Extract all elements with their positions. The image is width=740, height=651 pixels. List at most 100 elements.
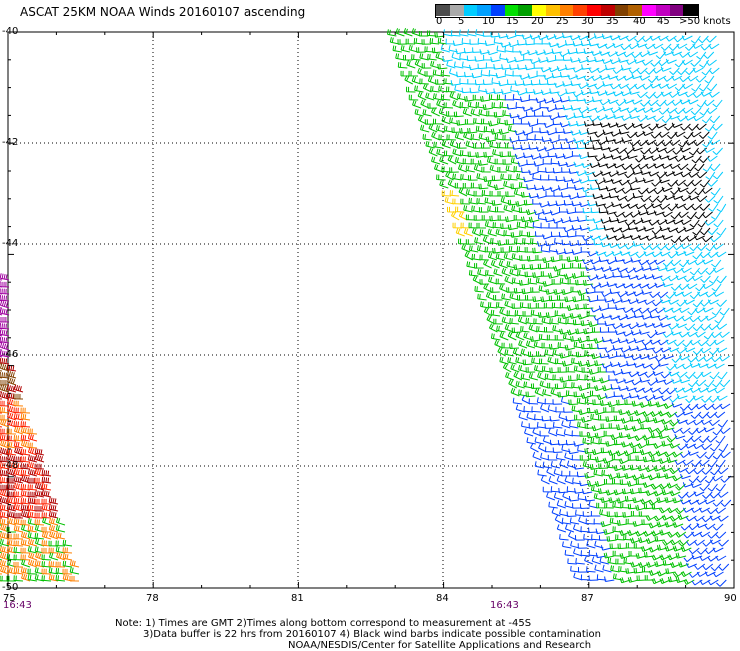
wind-barb — [481, 166, 491, 173]
wind-barb — [693, 371, 704, 380]
wind-barb — [700, 323, 712, 331]
wind-barb — [638, 283, 650, 289]
wind-barb — [692, 227, 703, 236]
legend-label: 25 — [556, 16, 569, 27]
map-frame — [7, 31, 735, 589]
wind-barb — [618, 57, 629, 63]
legend-label: 30 — [581, 16, 594, 27]
wind-barb — [565, 415, 576, 422]
axis-label: -46 — [2, 349, 19, 360]
wind-barb — [465, 239, 476, 245]
axis-label: 87 — [581, 593, 594, 604]
wind-barb — [568, 144, 579, 150]
wind-barb — [703, 331, 714, 340]
wind-barb — [708, 323, 720, 331]
wind-barb — [546, 467, 555, 477]
wind-barb — [688, 499, 700, 505]
wind-barb — [480, 301, 490, 309]
wind-barb — [599, 556, 609, 565]
wind-barb — [605, 186, 617, 192]
wind-barb — [532, 272, 543, 278]
wind-barb — [485, 136, 497, 143]
wind-barb — [0, 484, 10, 491]
wind-barb — [55, 561, 66, 568]
wind-barb — [459, 29, 469, 37]
wind-barb — [661, 465, 673, 472]
wind-barb — [569, 517, 580, 525]
wind-barb — [576, 374, 586, 381]
wind-barb — [708, 347, 720, 356]
wind-barb — [583, 533, 593, 541]
wind-barb — [709, 419, 720, 426]
wind-barb — [669, 67, 680, 75]
wind-barb — [675, 203, 687, 209]
wind-barb — [620, 43, 632, 51]
wind-barb — [707, 131, 718, 140]
wind-barb — [510, 183, 521, 190]
wind-barb — [62, 573, 73, 582]
wind-barb — [686, 283, 698, 290]
legend-label: 45 — [657, 16, 670, 27]
wind-barb — [0, 357, 10, 365]
wind-barb — [575, 74, 587, 80]
wind-barb — [495, 72, 507, 79]
wind-barb — [682, 107, 694, 114]
pass-time-left: 16:43 — [3, 600, 32, 611]
wind-barb — [573, 441, 584, 447]
wind-barb — [662, 281, 674, 288]
wind-barb — [457, 143, 467, 149]
wind-barb — [505, 371, 515, 381]
wind-barb — [0, 329, 10, 337]
wind-barb — [712, 123, 723, 131]
wind-barb — [679, 147, 691, 153]
wind-barb — [651, 203, 663, 209]
wind-barb — [679, 427, 691, 434]
wind-barb — [680, 219, 692, 226]
wind-barb — [650, 131, 662, 139]
wind-barb — [476, 245, 487, 253]
wind-barb — [522, 130, 534, 136]
wind-barb — [711, 355, 723, 363]
wind-barb — [0, 504, 10, 512]
wind-barb — [603, 407, 613, 413]
wind-barb — [719, 307, 730, 316]
wind-barb — [699, 227, 711, 236]
wind-barb — [450, 30, 461, 37]
wind-barb — [467, 127, 478, 134]
wind-barb — [676, 371, 688, 378]
wind-barb — [13, 482, 24, 491]
wind-barb — [471, 72, 483, 79]
wind-barb — [642, 482, 654, 489]
wind-barb — [6, 370, 17, 379]
wind-barb — [647, 75, 659, 83]
wind-barb — [570, 286, 580, 293]
wind-barb — [706, 107, 718, 114]
wind-barb — [657, 35, 669, 42]
wind-barb — [523, 176, 534, 183]
wind-barb — [6, 364, 17, 372]
wind-barb — [682, 435, 694, 443]
wind-barb — [647, 354, 658, 360]
wind-barb — [548, 223, 558, 229]
wind-barb — [468, 197, 478, 205]
wind-barb — [666, 83, 678, 90]
wind-barb — [658, 432, 670, 439]
wind-barb — [20, 448, 31, 456]
wind-barb — [539, 430, 550, 437]
wind-barb — [690, 411, 702, 419]
wind-barb — [564, 344, 576, 351]
wind-barb — [615, 122, 627, 128]
wind-barb — [41, 568, 52, 575]
wind-barb — [569, 421, 579, 429]
wind-barb — [615, 534, 625, 541]
wind-barb — [477, 160, 489, 166]
wind-barb — [649, 312, 661, 319]
wind-barb — [702, 307, 714, 313]
wind-barb — [717, 515, 729, 522]
wind-barb — [522, 359, 533, 366]
wind-barb — [683, 531, 695, 539]
wind-barb — [639, 377, 651, 383]
wind-barb — [685, 515, 697, 522]
wind-barb — [6, 575, 17, 582]
